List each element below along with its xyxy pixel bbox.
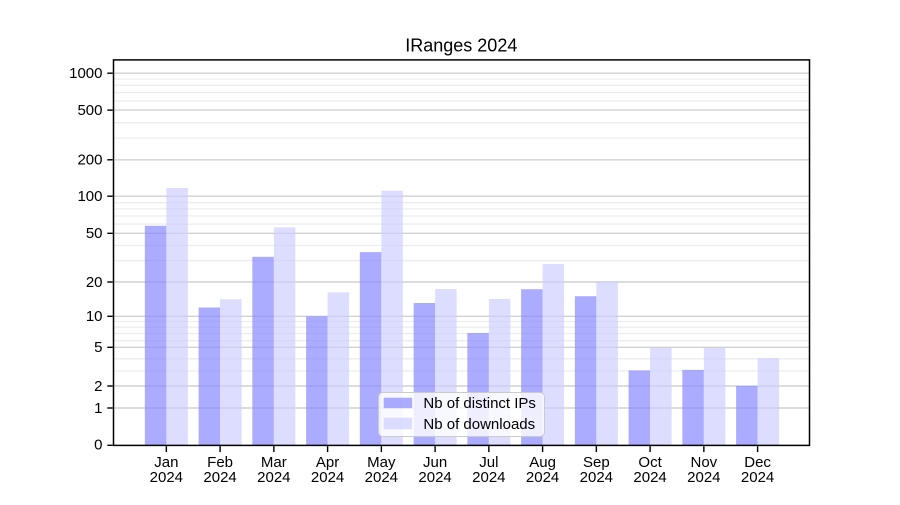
svg-text:100: 100: [77, 188, 102, 205]
svg-text:1000: 1000: [69, 65, 102, 82]
svg-text:Jul: Jul: [479, 454, 498, 471]
svg-text:Nb of downloads: Nb of downloads: [423, 416, 535, 433]
svg-text:IRanges 2024: IRanges 2024: [405, 35, 517, 55]
svg-text:2024: 2024: [257, 469, 290, 486]
svg-text:2024: 2024: [150, 469, 183, 486]
svg-text:May: May: [367, 454, 396, 471]
svg-text:500: 500: [77, 102, 102, 119]
svg-text:Jan: Jan: [154, 454, 178, 471]
svg-text:2024: 2024: [526, 469, 559, 486]
svg-text:Oct: Oct: [638, 454, 662, 471]
svg-text:Feb: Feb: [207, 454, 233, 471]
svg-text:2024: 2024: [203, 469, 236, 486]
svg-text:2024: 2024: [418, 469, 451, 486]
svg-text:20: 20: [86, 274, 103, 291]
svg-text:2024: 2024: [580, 469, 613, 486]
svg-text:1: 1: [94, 400, 102, 417]
svg-text:Nb of distinct IPs: Nb of distinct IPs: [423, 395, 536, 412]
svg-text:2024: 2024: [633, 469, 666, 486]
svg-text:2: 2: [94, 378, 102, 395]
svg-text:Aug: Aug: [529, 454, 556, 471]
svg-text:Jun: Jun: [423, 454, 447, 471]
svg-text:Nov: Nov: [691, 454, 718, 471]
svg-text:2024: 2024: [687, 469, 720, 486]
svg-text:Apr: Apr: [316, 454, 339, 471]
svg-text:2024: 2024: [311, 469, 344, 486]
svg-text:Dec: Dec: [744, 454, 771, 471]
svg-text:Mar: Mar: [261, 454, 287, 471]
svg-text:2024: 2024: [365, 469, 398, 486]
svg-text:2024: 2024: [741, 469, 774, 486]
svg-text:200: 200: [77, 152, 102, 169]
svg-text:Sep: Sep: [583, 454, 610, 471]
svg-text:0: 0: [94, 437, 102, 454]
svg-text:5: 5: [94, 339, 102, 356]
svg-text:10: 10: [86, 308, 103, 325]
svg-text:50: 50: [86, 225, 103, 242]
svg-text:2024: 2024: [472, 469, 505, 486]
